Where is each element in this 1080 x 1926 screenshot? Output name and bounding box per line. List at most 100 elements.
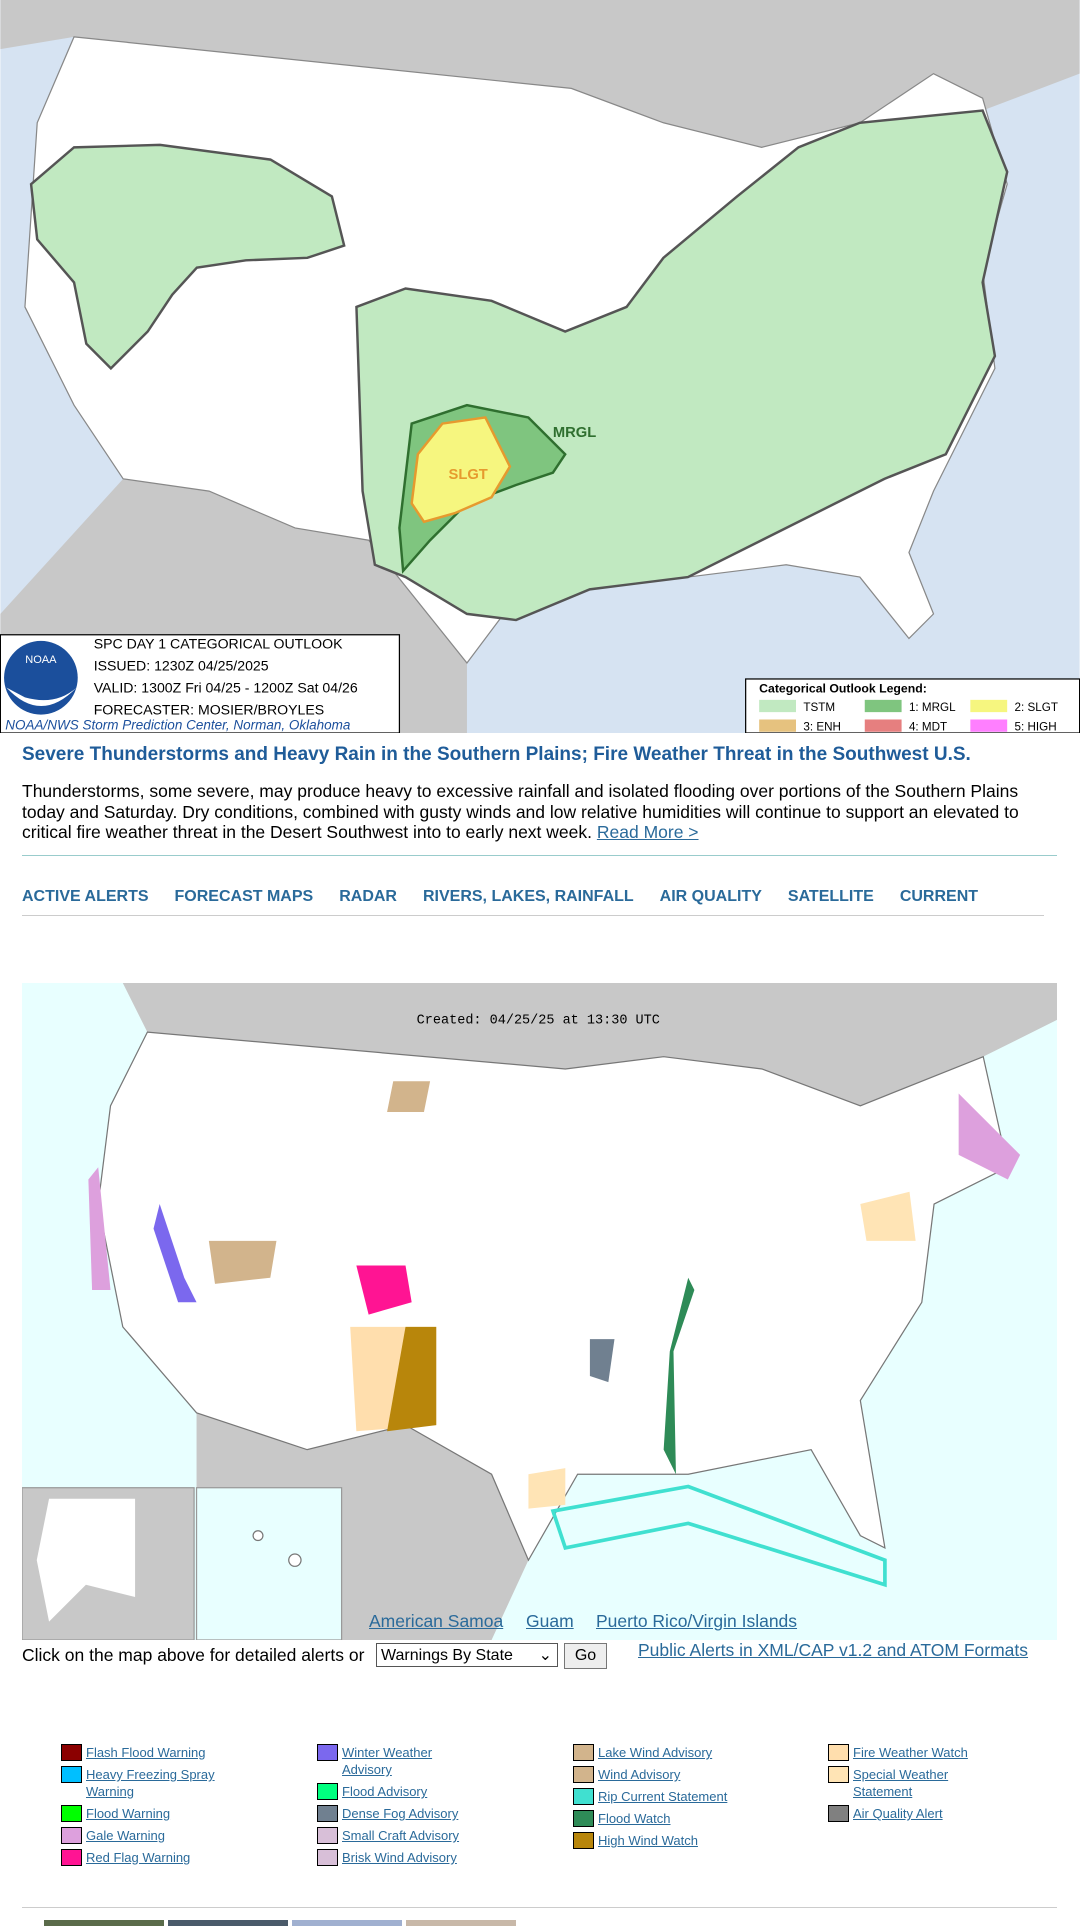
legend-title: Categorical Outlook Legend: xyxy=(759,681,927,695)
legend-item: Flood Warning xyxy=(61,1805,261,1822)
summary-text: Thunderstorms, some severe, may produce … xyxy=(22,781,1019,842)
legend-item: Flash Flood Warning xyxy=(61,1744,261,1761)
legend-swatch xyxy=(61,1849,82,1866)
legend-link[interactable]: Flood Watch xyxy=(598,1811,671,1826)
legend-swatch xyxy=(864,719,902,732)
legend-link[interactable]: Special Weather Statement xyxy=(853,1767,949,1799)
legend-item: Special Weather Statement xyxy=(828,1766,1028,1800)
legend-link[interactable]: Lake Wind Advisory xyxy=(598,1745,713,1760)
map-label: SLGT xyxy=(449,467,488,483)
legend-swatch xyxy=(970,699,1008,713)
divider xyxy=(22,915,1044,916)
legend-swatch xyxy=(61,1744,82,1761)
divider xyxy=(22,1907,1057,1908)
legend-link[interactable]: Air Quality Alert xyxy=(853,1806,943,1821)
territory-link[interactable]: Guam xyxy=(526,1611,574,1631)
legend-label: 2: SLGT xyxy=(1015,701,1058,714)
territory-link[interactable]: American Samoa xyxy=(369,1611,504,1631)
legend-item: Fire Weather Watch xyxy=(828,1744,1028,1761)
summary: Thunderstorms, some severe, may produce … xyxy=(22,781,1042,843)
legend-column: Flash Flood Warning Heavy Freezing Spray … xyxy=(61,1744,261,1871)
legend-swatch xyxy=(573,1766,594,1783)
legend-item: Winter Weather Advisory xyxy=(317,1744,517,1778)
legend-link[interactable]: Small Craft Advisory xyxy=(342,1828,460,1843)
legend-swatch xyxy=(317,1849,338,1866)
legend-swatch xyxy=(864,699,902,713)
divider xyxy=(22,855,1057,856)
legend-link[interactable]: Red Flag Warning xyxy=(86,1850,191,1865)
legend-item: Heavy Freezing Spray Warning xyxy=(61,1766,261,1800)
created-text: Created: 04/25/25 at 13:30 UTC xyxy=(417,1014,660,1029)
legend-link[interactable]: Brisk Wind Advisory xyxy=(342,1850,457,1865)
nav-tab[interactable]: ACTIVE ALERTS xyxy=(22,888,149,905)
legend-label: 1: MRGL xyxy=(909,701,956,714)
legend-link[interactable]: Winter Weather Advisory xyxy=(342,1745,433,1777)
read-more[interactable]: Read More > xyxy=(596,822,699,842)
nav-tab[interactable]: SATELLITE xyxy=(787,888,874,905)
nav: ACTIVE ALERTS FORECAST MAPS RADAR RIVERS, L… xyxy=(22,888,978,906)
legend-item: Air Quality Alert xyxy=(828,1805,1028,1822)
legend-item: Gale Warning xyxy=(61,1827,261,1844)
legend-swatch xyxy=(759,699,796,713)
nav-tab[interactable]: RADAR xyxy=(339,888,397,905)
cap-link[interactable]: Public Alerts in XML/CAP v1.2 and ATOM F… xyxy=(638,1640,1029,1660)
nav-tab[interactable]: AIR QUALITY xyxy=(659,888,762,905)
legend-swatch xyxy=(828,1744,849,1761)
legend-item: Brisk Wind Advisory xyxy=(317,1849,517,1866)
legend-label: TSTM xyxy=(803,701,835,714)
legend-link[interactable]: Heavy Freezing Spray Warning xyxy=(86,1767,215,1799)
thumbnail xyxy=(406,1920,516,1926)
alerts-map[interactable]: Created: 04/25/25 at 13:30 UTC xyxy=(22,983,1057,1640)
legend-link[interactable]: Rip Current Statement xyxy=(598,1789,728,1804)
nav-tab[interactable]: FORECAST MAPS xyxy=(174,888,314,905)
legend-swatch xyxy=(573,1744,594,1761)
legend-label: 4: MDT xyxy=(909,721,947,733)
legend-swatch xyxy=(61,1827,82,1844)
thumbnail xyxy=(44,1920,164,1926)
legend-item: Dense Fog Advisory xyxy=(317,1805,517,1822)
legend-item: Rip Current Statement xyxy=(573,1788,773,1805)
legend-link[interactable]: Flood Warning xyxy=(86,1806,171,1821)
outlook-credit: NOAA/NWS Storm Prediction Center, Norman… xyxy=(5,717,351,732)
legend-swatch xyxy=(317,1827,338,1844)
thumbnail xyxy=(168,1920,288,1926)
legend-link[interactable]: Gale Warning xyxy=(86,1828,165,1843)
outlook-map[interactable]: MRGL SLGT NOAA SPC DAY 1 CATEGORICAL OUT… xyxy=(0,0,1080,733)
go-button[interactable]: Go xyxy=(564,1643,607,1669)
alerts-select[interactable]: Warnings By State ⌄ xyxy=(376,1643,558,1667)
headline: Severe Thunderstorms and Heavy Rain in t… xyxy=(22,744,971,765)
legend-swatch xyxy=(970,719,1008,732)
legend-column: Winter Weather Advisory Flood Advisory Den… xyxy=(317,1744,517,1871)
legend-label: 5: HIGH xyxy=(1015,721,1057,733)
legend-link[interactable]: Dense Fog Advisory xyxy=(342,1806,459,1821)
legend-item: Lake Wind Advisory xyxy=(573,1744,773,1761)
legend-swatch xyxy=(317,1805,338,1822)
legend-column: Lake Wind Advisory Wind Advisory Rip Curre… xyxy=(573,1744,773,1854)
legend-item: High Wind Watch xyxy=(573,1832,773,1849)
legend-link[interactable]: Flood Advisory xyxy=(342,1784,428,1799)
legend-label: 3: ENH xyxy=(803,721,841,733)
legend-link[interactable]: Flash Flood Warning xyxy=(86,1745,206,1760)
legend-swatch xyxy=(317,1783,338,1800)
legend-swatch xyxy=(759,719,796,732)
nav-tab[interactable]: CURRENT xyxy=(899,888,979,905)
nav-tab[interactable]: RIVERS, LAKES, RAINFALL xyxy=(422,888,634,905)
outlook-title: SPC DAY 1 CATEGORICAL OUTLOOK xyxy=(94,635,343,651)
territory-link[interactable]: Puerto Rico/Virgin Islands xyxy=(596,1611,798,1631)
legend-column: Fire Weather Watch Special Weather Statem… xyxy=(828,1744,1028,1827)
legend-swatch xyxy=(61,1805,82,1822)
legend-swatch xyxy=(828,1766,849,1783)
legend-link[interactable]: Wind Advisory xyxy=(598,1767,681,1782)
legend-swatch xyxy=(573,1788,594,1805)
form-prompt: Click on the map above for detailed aler… xyxy=(22,1645,365,1665)
legend-item: Red Flag Warning xyxy=(61,1849,261,1866)
legend-swatch xyxy=(573,1810,594,1827)
legend-swatch xyxy=(828,1805,849,1822)
select-text: Warnings By State xyxy=(381,1647,513,1664)
legend-link[interactable]: High Wind Watch xyxy=(598,1833,698,1848)
legend-swatch xyxy=(317,1744,338,1761)
legend-swatch xyxy=(61,1766,82,1783)
outlook-valid: VALID: 1300Z Fri 04/25 - 1200Z Sat 04/26 xyxy=(94,679,358,695)
legend-link[interactable]: Fire Weather Watch xyxy=(853,1745,968,1760)
